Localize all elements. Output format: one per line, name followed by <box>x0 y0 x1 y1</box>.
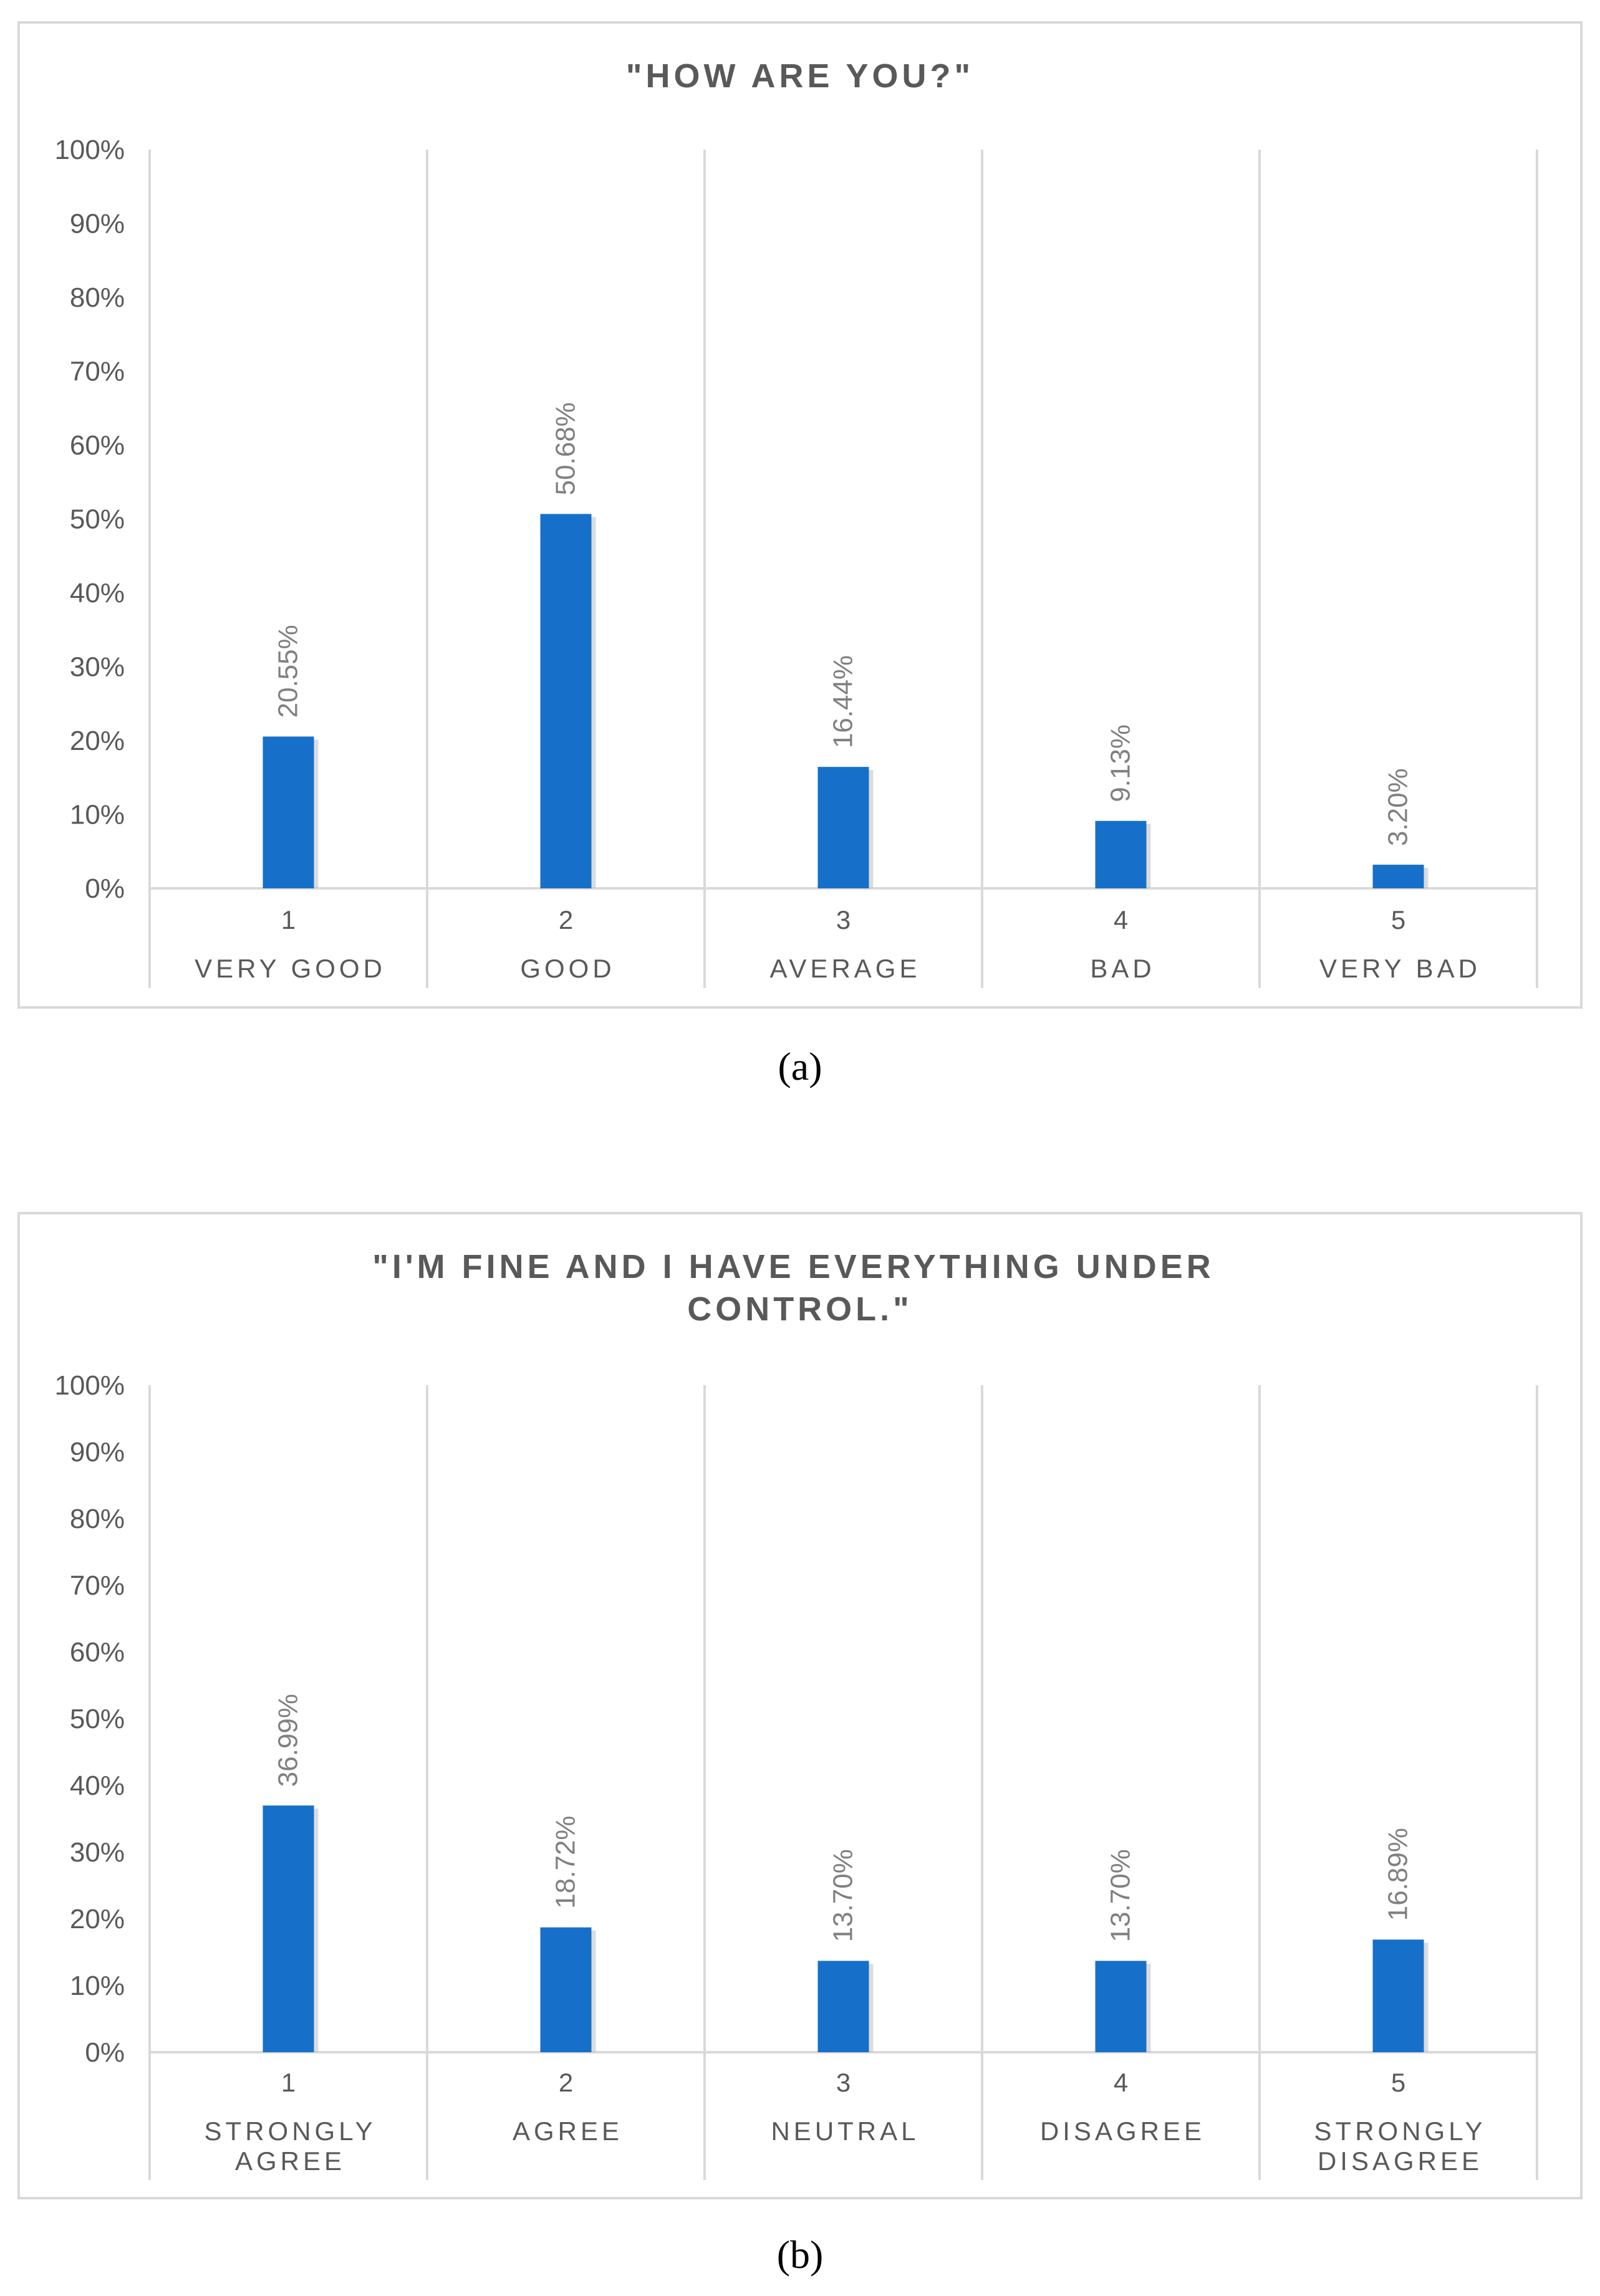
chart-a-bar-2 <box>540 514 592 888</box>
chart-b-ytick-label: 0% <box>85 2037 125 2068</box>
chart-a-category-label: AVERAGE <box>770 954 921 983</box>
chart-a-ytick-label: 90% <box>70 209 125 239</box>
chart-a-bar-5 <box>1372 865 1424 888</box>
chart-a-ytick-label: 0% <box>85 873 125 904</box>
chart-b-ytick-label: 80% <box>70 1504 125 1534</box>
chart-a-category-label: VERY GOOD <box>195 954 386 983</box>
chart-a-data-label: 9.13% <box>1106 724 1136 802</box>
chart-b-category-label-line: AGREE <box>513 2116 623 2146</box>
chart-a-ytick-label: 50% <box>70 504 125 535</box>
chart-a-ytick-label: 40% <box>70 578 125 608</box>
chart-b-title-line-2: CONTROL." <box>687 1290 913 1328</box>
chart-a-bar-3 <box>817 767 869 888</box>
chart-a-category-label: VERY BAD <box>1319 954 1481 983</box>
chart-a-category-number: 1 <box>281 905 296 934</box>
chart-b-axes: 0% 10% 20% 30% 40% 50% 60% 70% 80% 90% 100% <box>54 1370 1538 2180</box>
chart-b-category-label: NEUTRAL <box>771 2116 919 2146</box>
chart-a-ytick-label: 60% <box>70 430 125 461</box>
chart-a-axes: 0% 10% 20% 30% 40% 50% 60% 70% 80% 90% 100% <box>54 135 1538 988</box>
chart-a-title: "HOW ARE YOU?" <box>626 57 974 95</box>
chart-a-data-label: 16.44% <box>828 655 859 748</box>
caption-a: (a) <box>778 1044 822 1088</box>
chart-a-ytick-label: 70% <box>70 357 125 387</box>
chart-a-category-label: GOOD <box>520 954 615 983</box>
chart-b-ytick-label: 10% <box>70 1971 125 2001</box>
chart-b-bar-2 <box>540 1927 592 2052</box>
chart-a-bar-1 <box>263 736 314 888</box>
chart-a-frame <box>17 21 1583 1009</box>
chart-a-bar-4 <box>1095 820 1147 888</box>
chart-b-category-number: 3 <box>836 2068 851 2097</box>
chart-b-ytick-label: 20% <box>70 1904 125 1934</box>
chart-a-data-label: 50.68% <box>551 402 581 495</box>
chart-a-category-label: BAD <box>1090 954 1155 983</box>
chart-a-bars: 1 VERY GOOD 20.55% 2 GOOD 50.68% 3 AVERAGE 16.44… <box>195 402 1481 983</box>
chart-b-frame <box>17 1212 1583 2199</box>
chart-im-fine: "I'M FINE AND I HAVE EVERYTHING UNDER CO… <box>17 1212 1583 2199</box>
chart-b-category-label-line: STRONGLY <box>205 2116 377 2146</box>
chart-b-ytick-label: 90% <box>70 1437 125 1467</box>
chart-b-data-label: 36.99% <box>273 1694 304 1787</box>
chart-b-data-label: 16.89% <box>1383 1828 1414 1921</box>
chart-b-category-label: STRONGLY DISAGREE <box>1314 2116 1487 2176</box>
chart-b-category-number: 4 <box>1114 2068 1128 2097</box>
caption-b-text: (b) <box>777 2232 824 2277</box>
chart-a-ytick-label: 80% <box>70 282 125 313</box>
chart-how-are-you: "HOW ARE YOU?" 0% 10% 20% 30% 40% 50% 60% 70% 80… <box>17 21 1583 1009</box>
caption-b: (b) <box>777 2232 824 2277</box>
chart-a-ytick-label: 30% <box>70 652 125 683</box>
chart-b-data-label: 13.70% <box>828 1849 859 1942</box>
chart-b-bar-1 <box>263 1805 314 2052</box>
chart-b-ytick-label: 60% <box>70 1637 125 1668</box>
chart-b-bar-4 <box>1095 1961 1147 2052</box>
chart-b-ytick-label: 100% <box>54 1370 125 1401</box>
chart-a-category-number: 4 <box>1114 905 1128 934</box>
chart-b-category-label-line: AGREE <box>235 2146 345 2176</box>
chart-b-ytick-label: 70% <box>70 1570 125 1601</box>
chart-b-ytick-label: 30% <box>70 1837 125 1868</box>
chart-a-data-label: 20.55% <box>273 625 304 718</box>
chart-a-data-label: 3.20% <box>1383 768 1414 846</box>
chart-b-bar-3 <box>817 1961 869 2052</box>
chart-b-category-label: DISAGREE <box>1040 2116 1205 2146</box>
chart-b-bar-5 <box>1372 1939 1424 2052</box>
chart-b-category-label-line: DISAGREE <box>1318 2146 1483 2176</box>
chart-b-category-label-line: NEUTRAL <box>771 2116 919 2146</box>
chart-b-category-label-line: STRONGLY <box>1314 2116 1487 2146</box>
chart-b-category-label-line: DISAGREE <box>1040 2116 1205 2146</box>
chart-b-data-label: 13.70% <box>1106 1849 1136 1942</box>
caption-a-text: (a) <box>778 1044 822 1088</box>
chart-a-ytick-label: 100% <box>54 135 125 165</box>
chart-b-ytick-label: 40% <box>70 1770 125 1801</box>
chart-b-data-label: 18.72% <box>551 1815 581 1908</box>
chart-b-category-number: 5 <box>1391 2068 1405 2097</box>
chart-b-title-line-1: "I'M FINE AND I HAVE EVERYTHING UNDER <box>372 1248 1215 1285</box>
chart-b-category-label: AGREE <box>513 2116 623 2146</box>
chart-a-ytick-label: 20% <box>70 726 125 756</box>
chart-b-category-number: 2 <box>559 2068 573 2097</box>
chart-b-category-label: STRONGLY AGREE <box>205 2116 377 2176</box>
chart-b-ytick-label: 50% <box>70 1704 125 1734</box>
chart-b-title: "I'M FINE AND I HAVE EVERYTHING UNDER CO… <box>372 1248 1228 1328</box>
chart-b-category-number: 1 <box>281 2068 296 2097</box>
chart-a-category-number: 2 <box>559 905 573 934</box>
chart-a-category-number: 5 <box>1391 905 1405 934</box>
chart-a-category-number: 3 <box>836 905 851 934</box>
chart-a-ytick-label: 10% <box>70 800 125 830</box>
